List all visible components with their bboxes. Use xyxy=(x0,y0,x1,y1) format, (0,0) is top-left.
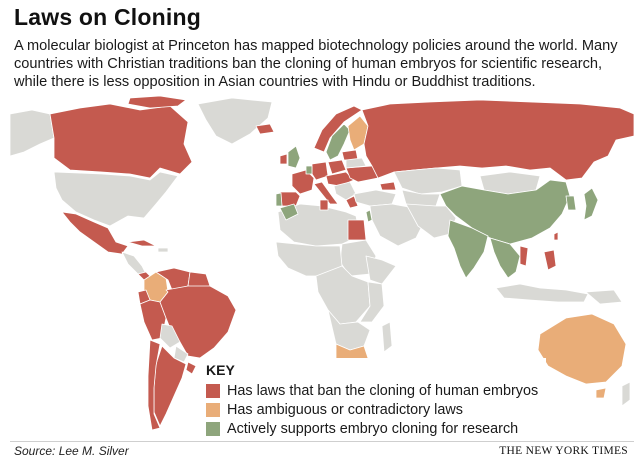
region-mexico xyxy=(61,211,129,255)
region-turkey xyxy=(353,189,397,207)
map-key: KEY Has laws that ban the cloning of hum… xyxy=(196,358,547,440)
region-cuba xyxy=(127,239,157,247)
region-ireland xyxy=(279,153,288,165)
key-label-ambiguous: Has ambiguous or contradictory laws xyxy=(227,401,463,418)
region-egypt xyxy=(347,219,367,241)
region-iceland xyxy=(255,123,275,135)
region-tunisia xyxy=(319,199,329,211)
region-horn-africa xyxy=(365,255,397,285)
footer-rule xyxy=(10,441,634,442)
region-east-africa xyxy=(359,281,385,323)
region-chile xyxy=(147,339,161,431)
region-russia xyxy=(361,99,634,181)
region-balkans xyxy=(333,181,357,201)
swatch-supports xyxy=(206,421,220,436)
region-belarus xyxy=(345,157,367,169)
key-label-supports: Actively supports embryo cloning for res… xyxy=(227,420,519,437)
region-new-guinea xyxy=(585,289,623,305)
region-bolivia xyxy=(159,323,181,349)
region-new-zealand xyxy=(621,381,631,407)
region-central-america xyxy=(121,251,147,275)
credit-line: THE NEW YORK TIMES xyxy=(499,445,628,457)
region-canada-islands xyxy=(127,96,187,109)
region-benelux xyxy=(305,165,313,175)
region-germany xyxy=(311,161,329,181)
source-note: Source: Lee M. Silver xyxy=(14,444,129,458)
region-ukraine xyxy=(345,165,379,183)
region-usa xyxy=(53,171,179,227)
region-hispaniola xyxy=(157,247,169,253)
key-title: KEY xyxy=(206,362,235,378)
region-taiwan xyxy=(553,231,559,241)
region-vietnam xyxy=(519,245,529,267)
region-indonesia xyxy=(495,283,589,303)
region-italy xyxy=(313,181,339,205)
swatch-ambiguous xyxy=(206,402,220,417)
region-india xyxy=(447,219,489,279)
region-uk xyxy=(287,145,301,169)
region-australia xyxy=(537,313,627,385)
key-item-supports: Actively supports embryo cloning for res… xyxy=(202,419,538,438)
region-portugal xyxy=(275,192,283,207)
key-item-ban: Has laws that ban the cloning of human e… xyxy=(202,381,538,400)
region-morocco xyxy=(279,203,299,221)
region-uruguay xyxy=(185,361,197,375)
key-label-ban: Has laws that ban the cloning of human e… xyxy=(227,382,539,399)
region-canada xyxy=(49,103,193,179)
region-paraguay xyxy=(173,345,189,363)
world-map xyxy=(10,96,634,436)
region-georgia xyxy=(379,181,397,191)
region-tasmania xyxy=(595,387,607,399)
region-sweden xyxy=(325,123,351,161)
region-korea xyxy=(565,195,577,211)
swatch-ban xyxy=(206,383,220,398)
headline: Laws on Cloning xyxy=(14,4,201,30)
key-item-ambiguous: Has ambiguous or contradictory laws xyxy=(202,400,538,419)
dek-text: A molecular biologist at Princeton has m… xyxy=(14,38,618,90)
region-poland xyxy=(327,159,347,175)
region-greenland xyxy=(197,97,273,145)
region-israel xyxy=(365,209,373,223)
region-spain xyxy=(279,191,301,207)
region-madagascar xyxy=(381,321,393,353)
region-central-africa xyxy=(315,265,371,325)
region-japan xyxy=(583,187,599,221)
region-middle-east xyxy=(369,203,425,247)
region-southeast-asia xyxy=(489,237,521,279)
region-alaska xyxy=(10,109,55,157)
region-philippines xyxy=(543,249,557,271)
